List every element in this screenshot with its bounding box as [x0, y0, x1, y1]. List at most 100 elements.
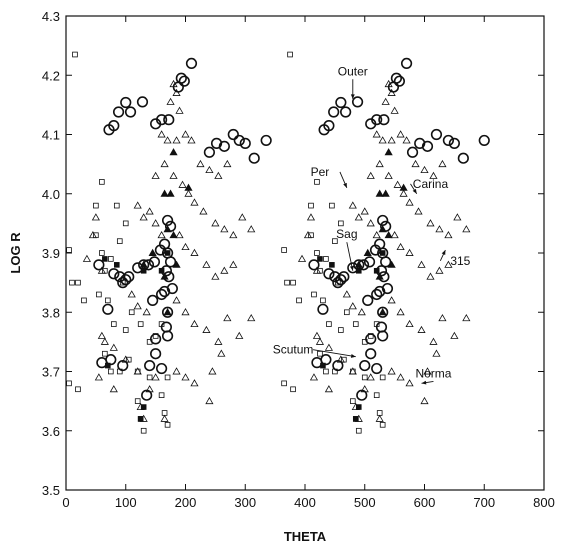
- square-point: [320, 297, 326, 304]
- triangle-point: [387, 367, 396, 375]
- triangle-point: [432, 349, 441, 357]
- triangle-point: [435, 225, 444, 233]
- triangle-point: [151, 219, 160, 227]
- x-tick-label: 500: [354, 495, 376, 510]
- triangle-point: [405, 319, 414, 328]
- triangle-point: [181, 242, 190, 251]
- circle-point: [161, 330, 174, 342]
- plot-frame: [65, 15, 545, 491]
- triangle-point: [220, 266, 229, 274]
- filled-square-point: [137, 416, 144, 422]
- triangle-point: [223, 159, 232, 168]
- square-point: [355, 427, 362, 434]
- triangle-point: [139, 213, 148, 221]
- triangle-point: [133, 302, 142, 310]
- circle-point: [178, 75, 190, 87]
- triangle-point: [366, 219, 375, 227]
- triangle-point: [411, 159, 420, 168]
- circle-point: [328, 106, 340, 118]
- triangle-point: [214, 337, 223, 345]
- triangle-point: [306, 213, 316, 221]
- circle-point: [203, 146, 215, 158]
- y-tick-label: 3.8: [42, 305, 60, 320]
- triangle-point: [426, 219, 435, 227]
- square-point: [75, 386, 81, 393]
- triangle-point: [133, 201, 142, 209]
- filled-square-point: [355, 267, 362, 274]
- square-point: [116, 368, 123, 375]
- filled-triangle-point: [163, 308, 172, 316]
- triangle-point: [348, 201, 357, 209]
- triangle-point: [384, 171, 393, 179]
- filled-square-point: [140, 267, 147, 274]
- triangle-point: [378, 136, 387, 144]
- triangle-point: [97, 331, 106, 339]
- triangle-point: [426, 272, 435, 280]
- triangle-point: [235, 331, 244, 339]
- annotation-arrowhead: [412, 188, 417, 194]
- circle-point: [335, 274, 347, 286]
- square-point: [344, 309, 350, 316]
- triangle-point: [450, 331, 459, 339]
- filled-triangle-point: [384, 231, 393, 239]
- circle-point: [156, 288, 168, 301]
- square-point: [290, 386, 296, 393]
- filled-triangle-point: [160, 272, 169, 280]
- circle-point: [150, 333, 162, 345]
- square-point: [373, 321, 380, 327]
- circle-point: [136, 96, 149, 108]
- square-point: [314, 250, 320, 256]
- triangle-point: [372, 130, 381, 138]
- square-point: [332, 368, 338, 375]
- annotation-label: Carina: [413, 177, 449, 191]
- triangle-point: [348, 302, 357, 310]
- circle-point: [374, 285, 386, 298]
- filled-triangle-point: [354, 260, 363, 268]
- circle-point: [332, 277, 344, 289]
- square-point: [116, 238, 123, 244]
- y-tick-label: 3.6: [42, 424, 60, 439]
- x-tick-label: 400: [294, 495, 316, 510]
- circle-point: [124, 106, 137, 118]
- annotation-arrowhead: [349, 265, 354, 271]
- square-point: [119, 279, 126, 286]
- triangle-point: [420, 396, 429, 405]
- circle-point: [160, 321, 172, 333]
- square-point: [373, 392, 380, 398]
- filled-triangle-point: [387, 260, 396, 268]
- square-point: [367, 333, 374, 339]
- triangle-point: [202, 325, 211, 333]
- triangle-point: [381, 97, 390, 105]
- triangle-point: [303, 231, 313, 239]
- square-point: [349, 368, 356, 375]
- circle-point: [406, 146, 419, 158]
- square-point: [72, 51, 78, 58]
- circle-point: [371, 288, 383, 301]
- square-point: [93, 202, 99, 209]
- triangle-point: [429, 171, 438, 179]
- triangle-point: [324, 343, 333, 351]
- filled-triangle-point: [169, 231, 178, 239]
- triangle-point: [417, 325, 426, 333]
- triangle-point: [190, 248, 199, 256]
- annotation-arrow: [312, 349, 356, 358]
- triangle-point: [142, 308, 151, 316]
- triangle-point: [405, 198, 414, 206]
- triangle-point: [127, 290, 136, 298]
- triangle-point: [211, 219, 220, 227]
- filled-triangle-point: [381, 189, 390, 197]
- triangle-point: [453, 213, 462, 221]
- annotation-label: Outer: [338, 64, 368, 78]
- circle-point: [478, 134, 490, 147]
- triangle-point: [169, 171, 178, 179]
- square-point: [111, 321, 117, 327]
- circle-point: [185, 57, 198, 70]
- circle-point: [317, 303, 329, 315]
- triangle-point: [172, 296, 181, 304]
- square-point: [338, 220, 344, 227]
- square-point: [134, 398, 141, 404]
- filled-triangle-point: [166, 189, 175, 197]
- circle-point: [161, 306, 174, 318]
- axis-ticks: 0 100 200 300 400 500 600 700 800 3.5 3.6 3.7 3.8 3.9…: [42, 9, 555, 510]
- circle-point: [102, 303, 114, 315]
